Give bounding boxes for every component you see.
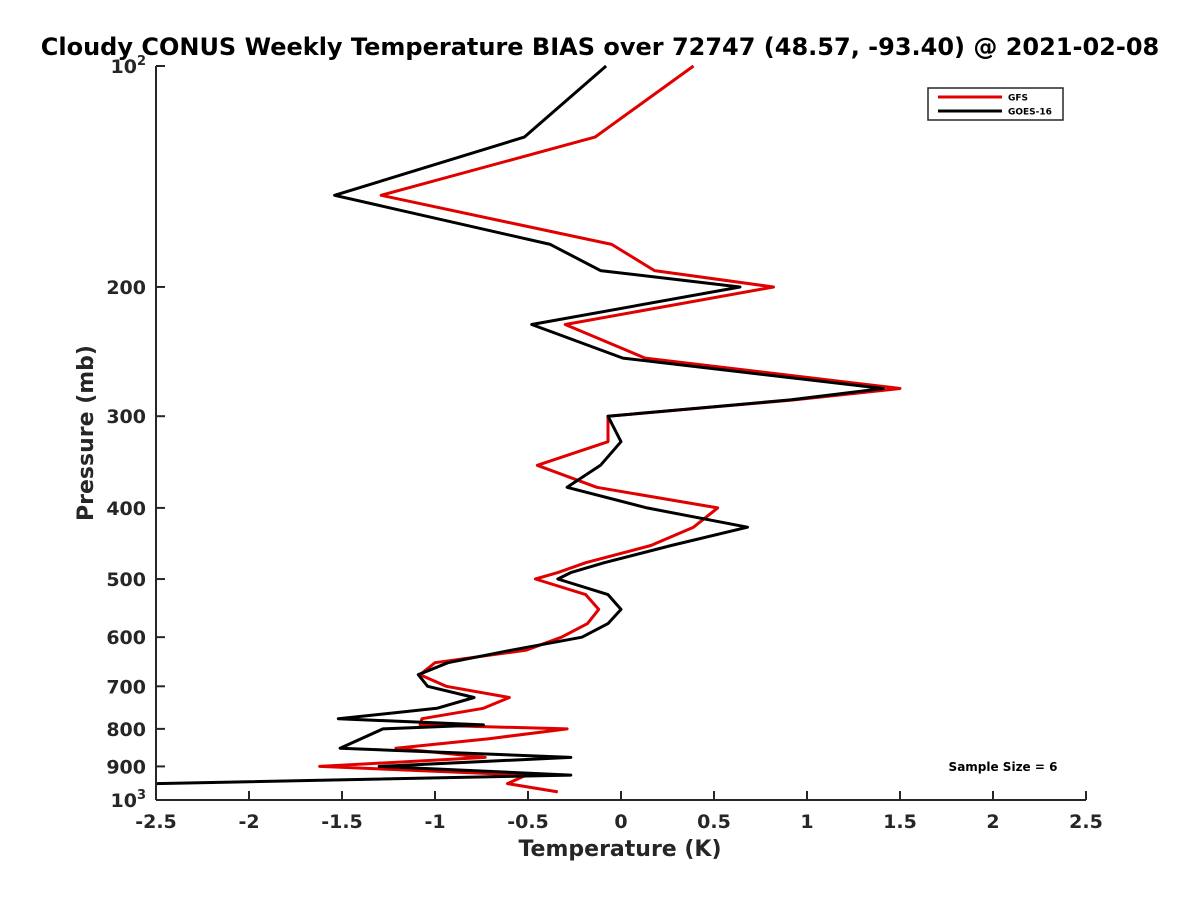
y-tick-label: 500 — [106, 569, 146, 591]
series-line-goes-16 — [155, 64, 885, 786]
y-tick-label: 900 — [106, 756, 146, 778]
y-tick-label: 600 — [106, 627, 146, 649]
x-axis-label: Temperature (K) — [518, 837, 721, 862]
legend-label-gfs: GFS — [1008, 94, 1028, 104]
x-tick-label: 1.5 — [883, 811, 917, 833]
y-tick-label: 800 — [106, 719, 146, 741]
x-tick-label: 2 — [986, 811, 999, 833]
x-tick-label: 0.5 — [697, 811, 731, 833]
chart-title: Cloudy CONUS Weekly Temperature BIAS ove… — [41, 33, 1159, 61]
y-tick-label: 400 — [106, 498, 146, 520]
x-tick-label: 0 — [614, 811, 627, 833]
y-tick-label: 300 — [106, 406, 146, 428]
y-tick-label: 102 — [111, 54, 147, 78]
legend-box — [927, 87, 1064, 121]
x-tick-label: -0.5 — [507, 811, 549, 833]
legend: GFS GOES-16 — [927, 87, 1064, 121]
y-tick-label: 700 — [106, 676, 146, 698]
x-tick-label: 1 — [800, 811, 813, 833]
x-tick-label: -1.5 — [321, 811, 363, 833]
x-tick-label: -2.5 — [135, 811, 177, 833]
y-tick-label: 103 — [111, 788, 147, 812]
x-tick-label: 2.5 — [1069, 811, 1103, 833]
series-line-gfs — [318, 64, 902, 794]
x-tick-label: -2 — [238, 811, 259, 833]
series-layer — [155, 64, 902, 794]
axes-layer: -2.5 -2 -1.5 -1 -0.5 0 0.5 1 1.5 2 2.5 102 200 300 400… — [106, 54, 1103, 833]
y-axis-label: Pressure (mb) — [74, 345, 99, 521]
sample-size-annotation: Sample Size = 6 — [949, 760, 1058, 774]
y-tick-label: 200 — [106, 277, 146, 299]
x-tick-label: -1 — [424, 811, 445, 833]
legend-label-goes-16: GOES-16 — [1008, 108, 1052, 118]
